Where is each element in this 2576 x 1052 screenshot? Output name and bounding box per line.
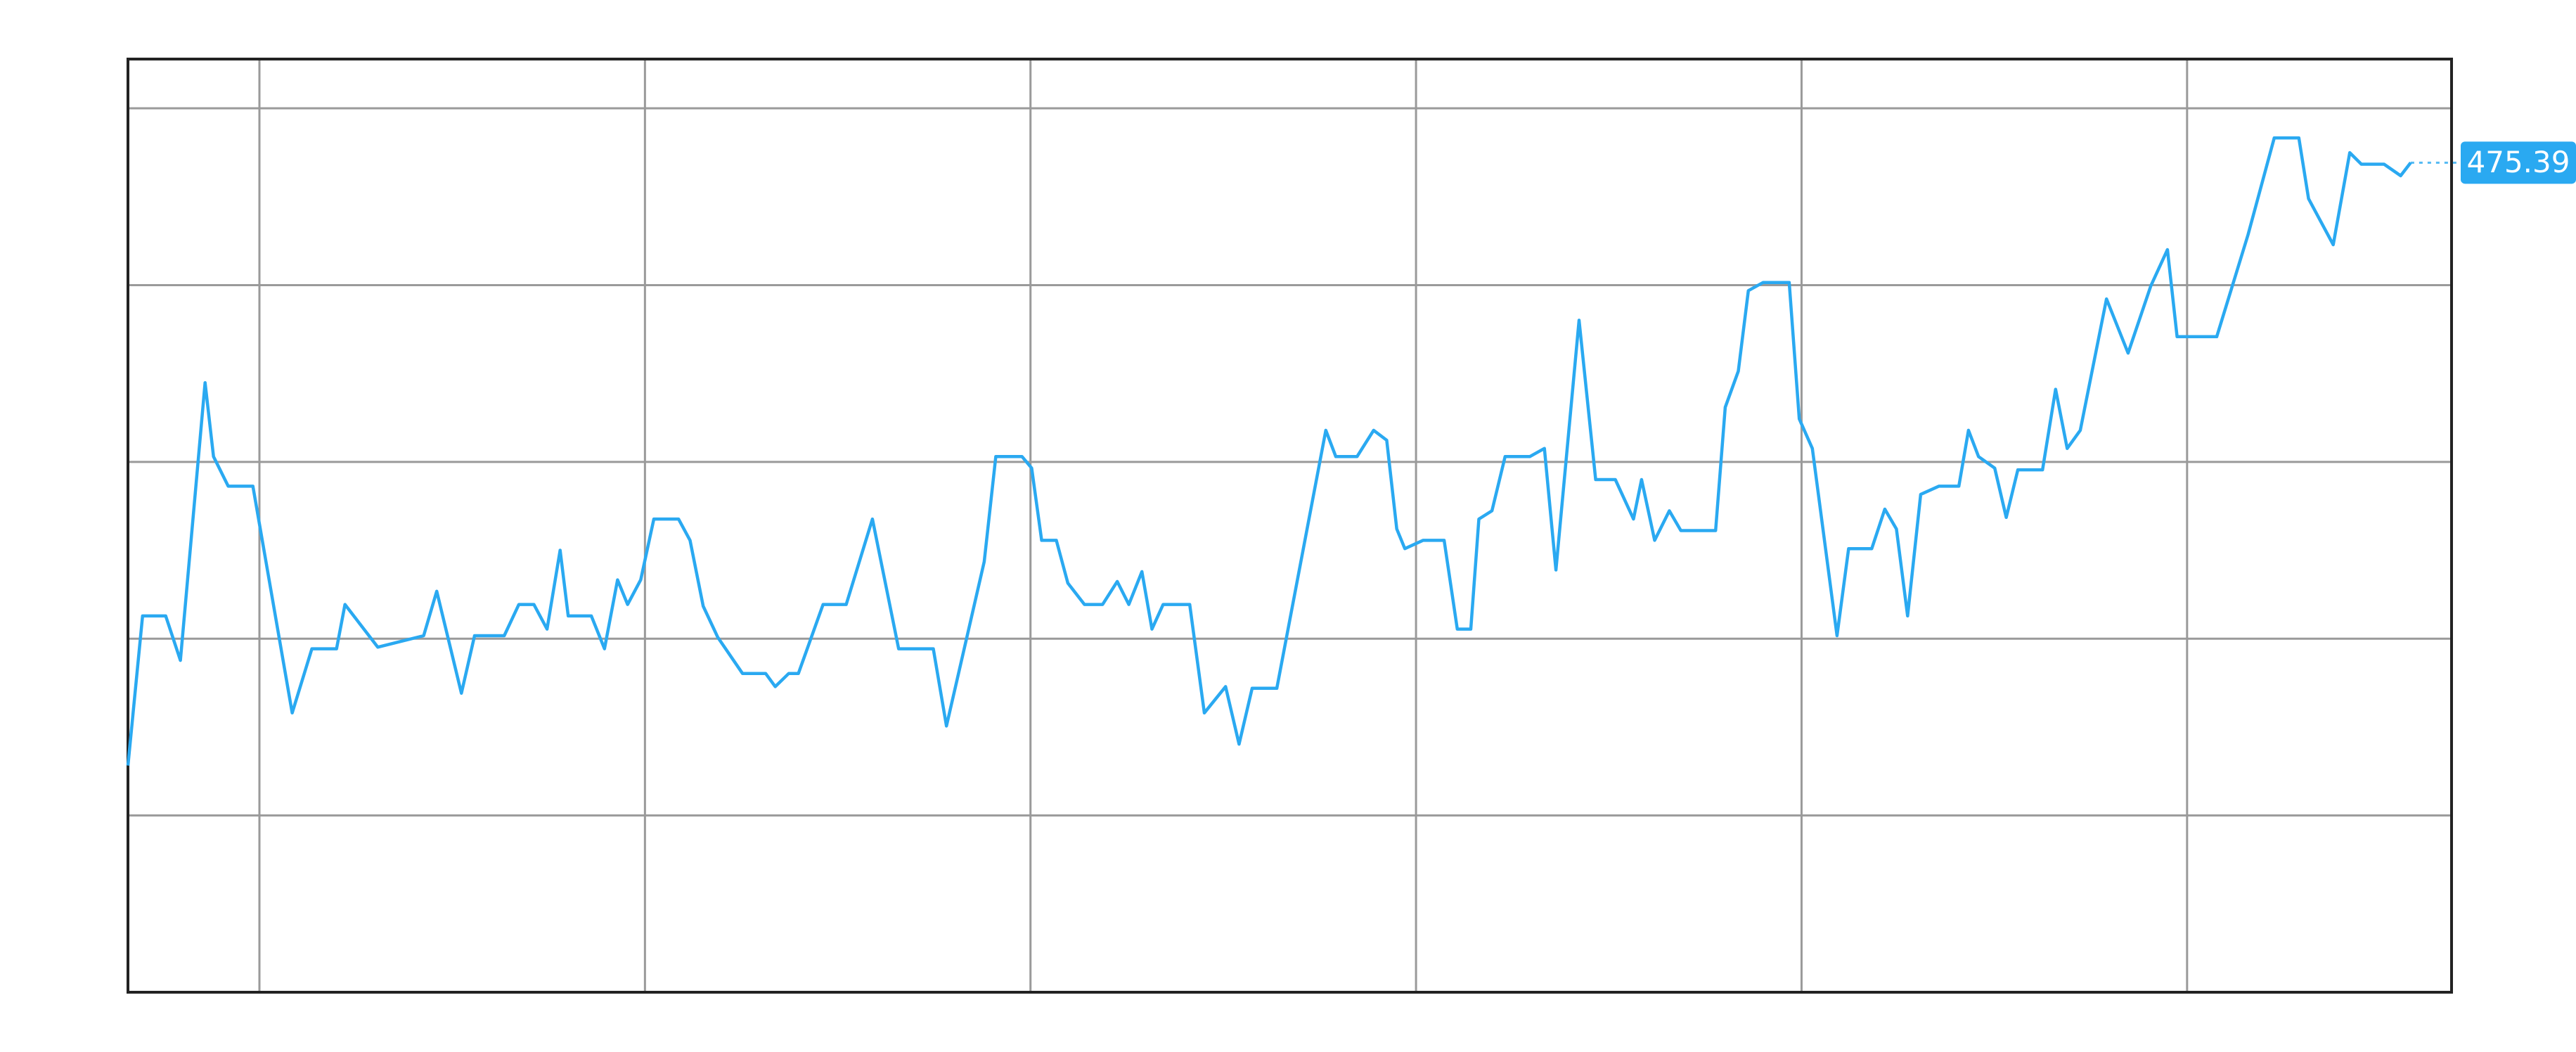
last-value-label: 475.39 [2467,145,2570,179]
plot-frame [127,58,2453,994]
last-value-badge [2461,141,2576,184]
price-line [126,136,2412,766]
